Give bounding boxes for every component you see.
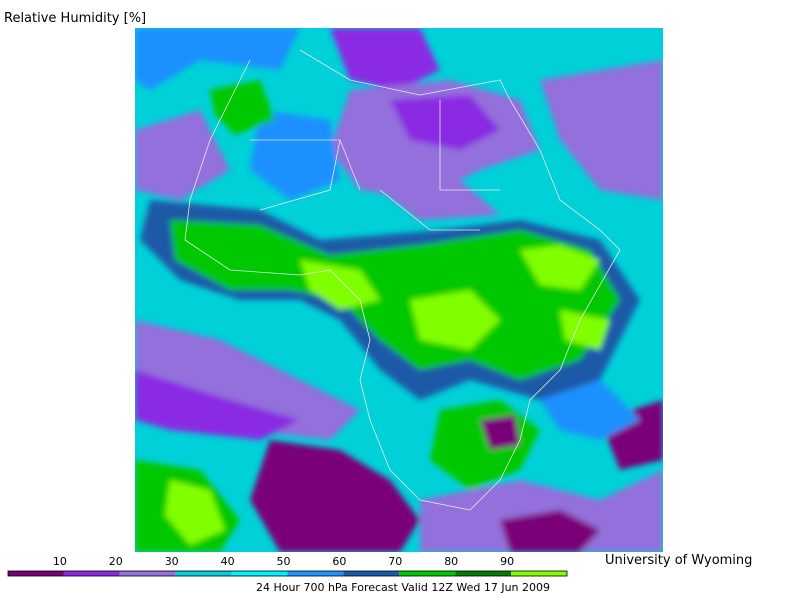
colorbar-segment (343, 571, 400, 576)
colorbar-label: 20 (109, 555, 123, 568)
credit: University of Wyoming (605, 553, 752, 568)
colorbar-segment (287, 571, 344, 576)
colorbar-segment (63, 571, 120, 576)
colorbar-label: 10 (53, 555, 67, 568)
colorbar-segment (8, 571, 64, 576)
colorbar-label: 50 (277, 555, 291, 568)
caption: 24 Hour 700 hPa Forecast Valid 12Z Wed 1… (256, 581, 550, 594)
colorbar-label: 60 (332, 555, 346, 568)
humidity-map (135, 28, 663, 552)
colorbar-label: 40 (221, 555, 235, 568)
colorbar-label: 30 (165, 555, 179, 568)
colorbar-segment (175, 571, 232, 576)
colorbar: 10 20 30 40 50 60 70 80 90 (7, 555, 568, 577)
colorbar-label: 80 (444, 555, 458, 568)
colorbar-segment (231, 571, 288, 576)
colorbar-label: 90 (500, 555, 514, 568)
colorbar-segment (399, 571, 456, 576)
colorbar-label: 70 (388, 555, 402, 568)
colorbar-segment (511, 571, 567, 576)
colorbar-segment (119, 571, 176, 576)
colorbar-frame (7, 570, 568, 577)
colorbar-segment (455, 571, 512, 576)
map-title: Relative Humidity [%] (4, 11, 146, 26)
